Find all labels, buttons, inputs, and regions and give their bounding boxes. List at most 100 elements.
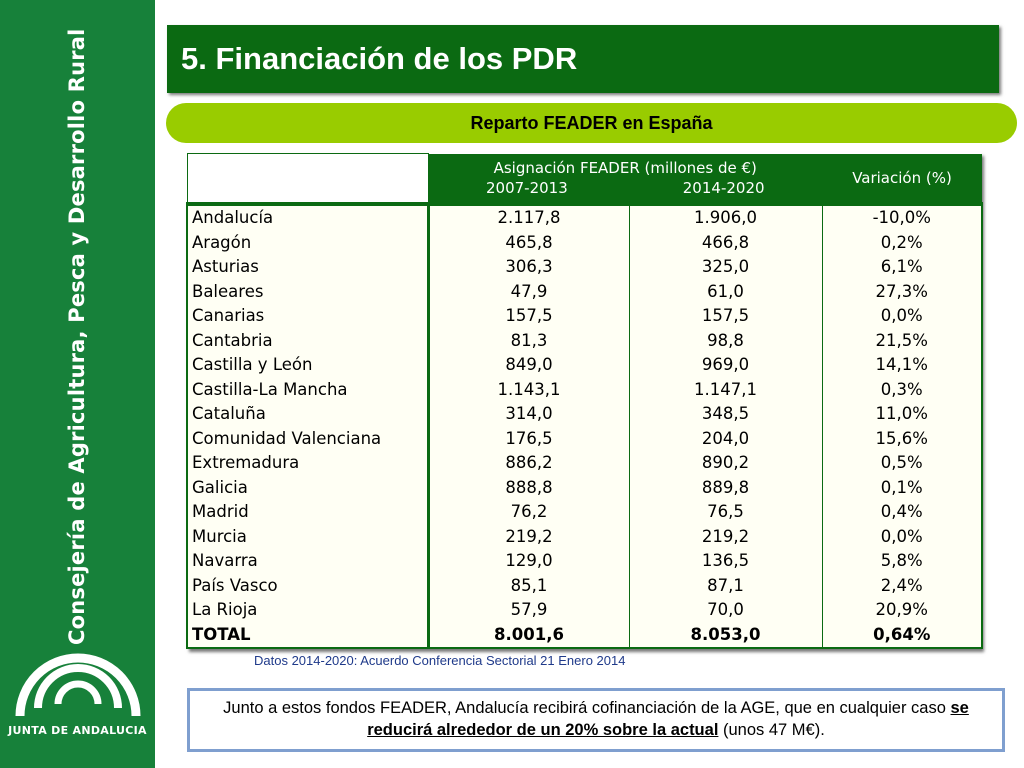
sidebar-vertical-text: Consejería de Agricultura, Pesca y Desar…: [65, 28, 89, 645]
value-2007-cell: 57,9: [428, 598, 630, 623]
variation-cell: -10,0%: [822, 202, 984, 231]
variation-cell: 2,4%: [822, 573, 984, 598]
header-blank-cell: [186, 153, 429, 205]
value-2014-cell: 76,5: [629, 500, 823, 525]
value-2007-cell: 85,1: [428, 573, 630, 598]
value-2014-cell: 157,5: [629, 304, 823, 329]
table-row: Castilla-La Mancha 1.143,1 1.147,1 0,3%: [186, 377, 984, 402]
value-2007-cell: 888,8: [428, 475, 630, 500]
variation-cell: 0,64%: [822, 622, 984, 649]
value-2014-cell: 348,5: [629, 402, 823, 427]
value-2014-cell: 70,0: [629, 598, 823, 623]
variation-cell: 0,3%: [822, 377, 984, 402]
note-emphasis: se reducirá alrededor de un 20% sobre la…: [367, 699, 969, 739]
region-cell: Castilla-La Mancha: [186, 377, 430, 402]
table-row: Asturias 306,3 325,0 6,1%: [186, 255, 984, 280]
value-2014-cell: 87,1: [629, 573, 823, 598]
value-2014-cell: 1.147,1: [629, 377, 823, 402]
value-2007-cell: 886,2: [428, 451, 630, 476]
value-2007-cell: 314,0: [428, 402, 630, 427]
region-cell: TOTAL: [186, 622, 430, 649]
value-2007-cell: 129,0: [428, 549, 630, 574]
region-cell: Asturias: [186, 255, 430, 280]
value-2014-cell: 325,0: [629, 255, 823, 280]
value-2007-cell: 306,3: [428, 255, 630, 280]
value-2007-cell: 465,8: [428, 230, 630, 255]
table-row: Canarias 157,5 157,5 0,0%: [186, 304, 984, 329]
value-2007-cell: 1.143,1: [428, 377, 630, 402]
table-row: País Vasco 85,1 87,1 2,4%: [186, 573, 984, 598]
header-allocation-label: Asignación FEADER (millones de €): [493, 158, 757, 177]
feader-table-container: Asignación FEADER (millones de €) 2007-2…: [186, 153, 984, 649]
region-cell: Castilla y León: [186, 353, 430, 378]
region-cell: Extremadura: [186, 451, 430, 476]
variation-cell: 0,1%: [822, 475, 984, 500]
table-row: Andalucía 2.117,8 1.906,0 -10,0%: [186, 202, 984, 231]
region-cell: Madrid: [186, 500, 430, 525]
variation-cell: 14,1%: [822, 353, 984, 378]
variation-cell: 0,0%: [822, 304, 984, 329]
table-row: Aragón 465,8 466,8 0,2%: [186, 230, 984, 255]
source-note: Datos 2014-2020: Acuerdo Conferencia Sec…: [254, 653, 626, 668]
region-cell: Andalucía: [186, 202, 430, 231]
value-2007-cell: 176,5: [428, 426, 630, 451]
header-year-2014: 2014-2020: [682, 178, 765, 197]
logo-text: JUNTA DE ANDALUCIA: [8, 724, 147, 737]
variation-cell: 5,8%: [822, 549, 984, 574]
region-cell: Navarra: [186, 549, 430, 574]
table-row: Galicia 888,8 889,8 0,1%: [186, 475, 984, 500]
variation-cell: 6,1%: [822, 255, 984, 280]
subtitle: Reparto FEADER en España: [470, 113, 713, 133]
variation-cell: 0,2%: [822, 230, 984, 255]
region-cell: Galicia: [186, 475, 430, 500]
table-row: Comunidad Valenciana 176,5 204,0 15,6%: [186, 426, 984, 451]
region-cell: Cataluña: [186, 402, 430, 427]
table-row: Navarra 129,0 136,5 5,8%: [186, 549, 984, 574]
junta-logo-icon: [15, 653, 141, 717]
value-2014-cell: 8.053,0: [629, 622, 823, 649]
page-title: 5. Financiación de los PDR: [181, 41, 578, 76]
table-row: La Rioja 57,9 70,0 20,9%: [186, 598, 984, 623]
note-box: Junto a estos fondos FEADER, Andalucía r…: [187, 688, 1005, 752]
value-2007-cell: 219,2: [428, 524, 630, 549]
note-text-before: Junto a estos fondos FEADER, Andalucía r…: [223, 699, 951, 717]
region-cell: Murcia: [186, 524, 430, 549]
table-body: Andalucía 2.117,8 1.906,0 -10,0% Aragón 465,8…: [186, 202, 984, 649]
variation-cell: 21,5%: [822, 328, 984, 353]
variation-cell: 20,9%: [822, 598, 984, 623]
value-2007-cell: 2.117,8: [428, 202, 630, 231]
variation-cell: 0,5%: [822, 451, 984, 476]
value-2007-cell: 47,9: [428, 279, 630, 304]
header-variation: Variación (%): [822, 153, 983, 204]
table-row: Extremadura 886,2 890,2 0,5%: [186, 451, 984, 476]
table-row: Murcia 219,2 219,2 0,0%: [186, 524, 984, 549]
value-2014-cell: 136,5: [629, 549, 823, 574]
region-cell: Comunidad Valenciana: [186, 426, 430, 451]
variation-cell: 0,0%: [822, 524, 984, 549]
subtitle-pill: Reparto FEADER en España: [166, 103, 1017, 143]
variation-cell: 11,0%: [822, 402, 984, 427]
value-2014-cell: 204,0: [629, 426, 823, 451]
note-text-after: (unos 47 M€).: [718, 721, 825, 739]
value-2014-cell: 219,2: [629, 524, 823, 549]
feader-table: Asignación FEADER (millones de €) 2007-2…: [186, 153, 984, 649]
sidebar: Consejería de Agricultura, Pesca y Desar…: [0, 0, 155, 768]
value-2014-cell: 889,8: [629, 475, 823, 500]
table-row: Madrid 76,2 76,5 0,4%: [186, 500, 984, 525]
region-cell: Cantabria: [186, 328, 430, 353]
table-header-row: Asignación FEADER (millones de €) 2007-2…: [186, 153, 983, 205]
region-cell: Aragón: [186, 230, 430, 255]
value-2007-cell: 8.001,6: [428, 622, 630, 649]
region-cell: La Rioja: [186, 598, 430, 623]
table-total-row: TOTAL 8.001,6 8.053,0 0,64%: [186, 622, 984, 649]
table-row: Cataluña 314,0 348,5 11,0%: [186, 402, 984, 427]
value-2007-cell: 81,3: [428, 328, 630, 353]
region-cell: Canarias: [186, 304, 430, 329]
region-cell: País Vasco: [186, 573, 430, 598]
variation-cell: 15,6%: [822, 426, 984, 451]
title-banner: 5. Financiación de los PDR: [167, 25, 999, 93]
value-2014-cell: 61,0: [629, 279, 823, 304]
variation-cell: 0,4%: [822, 500, 984, 525]
region-cell: Baleares: [186, 279, 430, 304]
value-2014-cell: 1.906,0: [629, 202, 823, 231]
